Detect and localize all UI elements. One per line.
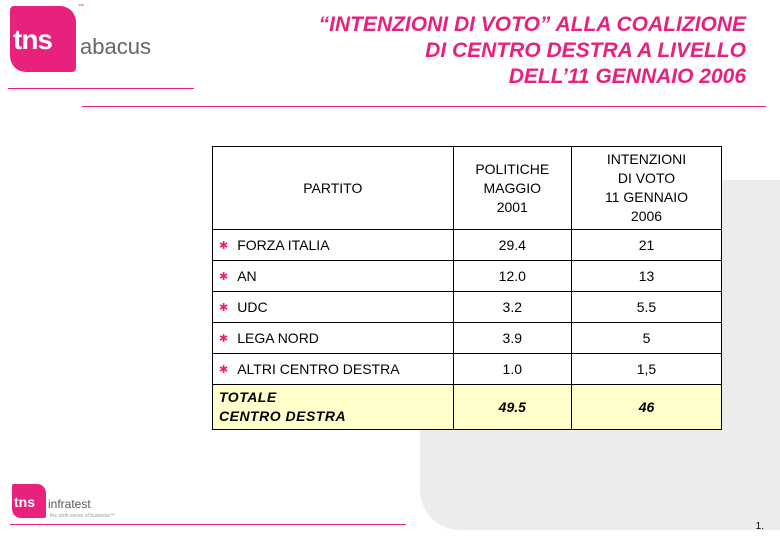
value-2001: 1.0 bbox=[452, 353, 572, 385]
page-number: 1. bbox=[755, 521, 764, 532]
logo-name: abacus bbox=[80, 34, 151, 59]
value-2001: 3.2 bbox=[452, 291, 572, 323]
value-2006: 1,5 bbox=[570, 353, 723, 385]
logo-mark-text: tns bbox=[13, 24, 53, 55]
footer-logo-mark: tns bbox=[12, 484, 46, 518]
header-politiche-2001: POLITICHE MAGGIO 2001 bbox=[452, 146, 572, 230]
party-name: AN bbox=[237, 268, 257, 284]
total-label: TOTALE CENTRO DESTRA bbox=[212, 384, 454, 430]
value-2001: 3.9 bbox=[452, 322, 572, 354]
party-name: FORZA ITALIA bbox=[237, 237, 330, 253]
party-cell: ✱ UDC bbox=[212, 291, 454, 323]
tns-abacus-logo: tns ™ abacus bbox=[10, 4, 210, 76]
party-name: UDC bbox=[237, 299, 268, 315]
value-2001: 12.0 bbox=[452, 260, 572, 292]
header-intenzioni-2006: INTENZIONI DI VOTO 11 GENNAIO 2006 bbox=[570, 146, 723, 230]
page-title: “INTENZIONI DI VOTO” ALLA COALIZIONE DI … bbox=[206, 12, 746, 90]
party-cell: ✱ LEGA NORD bbox=[212, 322, 454, 354]
header-text: 2006 bbox=[630, 208, 663, 224]
header-text: INTENZIONI bbox=[606, 151, 687, 167]
table-total-row: TOTALE CENTRO DESTRA 49.5 46 bbox=[212, 384, 723, 430]
party-cell: ✱ AN bbox=[212, 260, 454, 292]
title-line-3: DELL’11 GENNAIO 2006 bbox=[508, 65, 746, 88]
bullet-icon: ✱ bbox=[219, 364, 229, 376]
header-text: MAGGIO bbox=[483, 179, 542, 196]
logo-divider bbox=[8, 88, 194, 89]
party-cell: ✱ ALTRI CENTRO DESTRA bbox=[212, 353, 454, 385]
header-text: POLITICHE bbox=[475, 160, 550, 177]
header-partito: PARTITO bbox=[212, 146, 454, 230]
table-header-row: PARTITO POLITICHE MAGGIO 2001 INTENZIONI… bbox=[212, 146, 723, 230]
value-2001: 29.4 bbox=[452, 229, 572, 261]
table-row: ✱ UDC 3.2 5.5 bbox=[212, 291, 723, 323]
footer-tagline: the sixth sense of business™ bbox=[50, 513, 116, 519]
bullet-icon: ✱ bbox=[219, 333, 229, 345]
footer-divider bbox=[10, 524, 406, 525]
bullet-icon: ✱ bbox=[219, 302, 229, 314]
party-name: LEGA NORD bbox=[237, 330, 319, 346]
title-divider bbox=[82, 106, 766, 107]
table-row: ✱ AN 12.0 13 bbox=[212, 260, 723, 292]
header-text: DI VOTO bbox=[617, 170, 676, 186]
header-text: 2001 bbox=[496, 198, 528, 215]
value-2006: 21 bbox=[570, 229, 723, 261]
logo-trademark: ™ bbox=[78, 4, 84, 10]
total-2006: 46 bbox=[570, 384, 723, 430]
logo-mark: tns bbox=[10, 6, 76, 72]
value-2006: 5 bbox=[570, 322, 723, 354]
table-row: ✱ FORZA ITALIA 29.4 21 bbox=[212, 229, 723, 261]
total-label-line: TOTALE bbox=[219, 389, 277, 405]
bullet-icon: ✱ bbox=[219, 240, 229, 252]
title-line-2: DI CENTRO DESTRA A LIVELLO bbox=[425, 39, 746, 62]
party-name: ALTRI CENTRO DESTRA bbox=[237, 361, 400, 377]
party-cell: ✱ FORZA ITALIA bbox=[212, 229, 454, 261]
title-line-1: “INTENZIONI DI VOTO” ALLA COALIZIONE bbox=[318, 13, 746, 36]
vote-intention-table: PARTITO POLITICHE MAGGIO 2001 INTENZIONI… bbox=[212, 146, 723, 430]
value-2006: 5.5 bbox=[570, 291, 723, 323]
value-2006: 13 bbox=[570, 260, 723, 292]
total-label-line: CENTRO DESTRA bbox=[219, 408, 347, 424]
bullet-icon: ✱ bbox=[219, 271, 229, 283]
tns-infratest-logo: tns infratest the sixth sense of busines… bbox=[12, 484, 132, 524]
table-row: ✱ LEGA NORD 3.9 5 bbox=[212, 322, 723, 354]
footer-logo-name: infratest bbox=[48, 497, 91, 511]
footer-logo-mark-text: tns bbox=[14, 494, 35, 510]
total-2001: 49.5 bbox=[452, 384, 572, 430]
table-row: ✱ ALTRI CENTRO DESTRA 1.0 1,5 bbox=[212, 353, 723, 385]
header-text: 11 GENNAIO bbox=[604, 189, 688, 205]
